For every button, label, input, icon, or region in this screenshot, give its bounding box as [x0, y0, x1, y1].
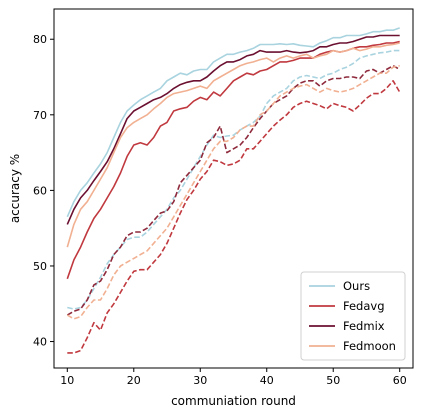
series-line-fedavg [66, 40, 400, 280]
legend-label: Fedmoon [343, 339, 396, 353]
x-axis-label: communiation round [171, 394, 296, 408]
x-tick-label: 60 [393, 374, 407, 387]
y-axis-label: accuracy % [8, 154, 22, 223]
y-tick-label: 50 [33, 260, 47, 273]
plot-frame [53, 8, 414, 369]
legend-label: Fedavg [343, 299, 385, 313]
legend-label: Ours [343, 279, 370, 293]
legend-box [300, 271, 406, 361]
x-tick-label: 50 [326, 374, 340, 387]
x-tick-label: 10 [60, 374, 74, 387]
x-axis-ticks: 10 20 30 40 50 60 [60, 368, 407, 387]
series-line-fedmoon [66, 42, 400, 248]
series-line-fedmix [66, 34, 400, 225]
legend-label: Fedmix [343, 319, 385, 333]
x-tick-label: 20 [127, 374, 141, 387]
y-tick-label: 80 [33, 33, 47, 46]
y-tick-label: 60 [33, 184, 47, 197]
series-line-fedmix-dashed [66, 64, 401, 316]
series-line-ours [66, 27, 400, 218]
series-line-fedmoon-dashed [66, 64, 400, 320]
series-line-fedavg-dashed [67, 80, 401, 354]
y-tick-label: 70 [33, 109, 47, 122]
legend: Ours Fedavg Fedmix Fedmoon [300, 271, 406, 361]
x-tick-label: 30 [193, 374, 207, 387]
x-tick-label: 40 [260, 374, 274, 387]
y-tick-label: 40 [33, 336, 47, 349]
y-axis-ticks: 40 50 60 70 80 [33, 33, 54, 349]
plot-lines [66, 27, 401, 354]
